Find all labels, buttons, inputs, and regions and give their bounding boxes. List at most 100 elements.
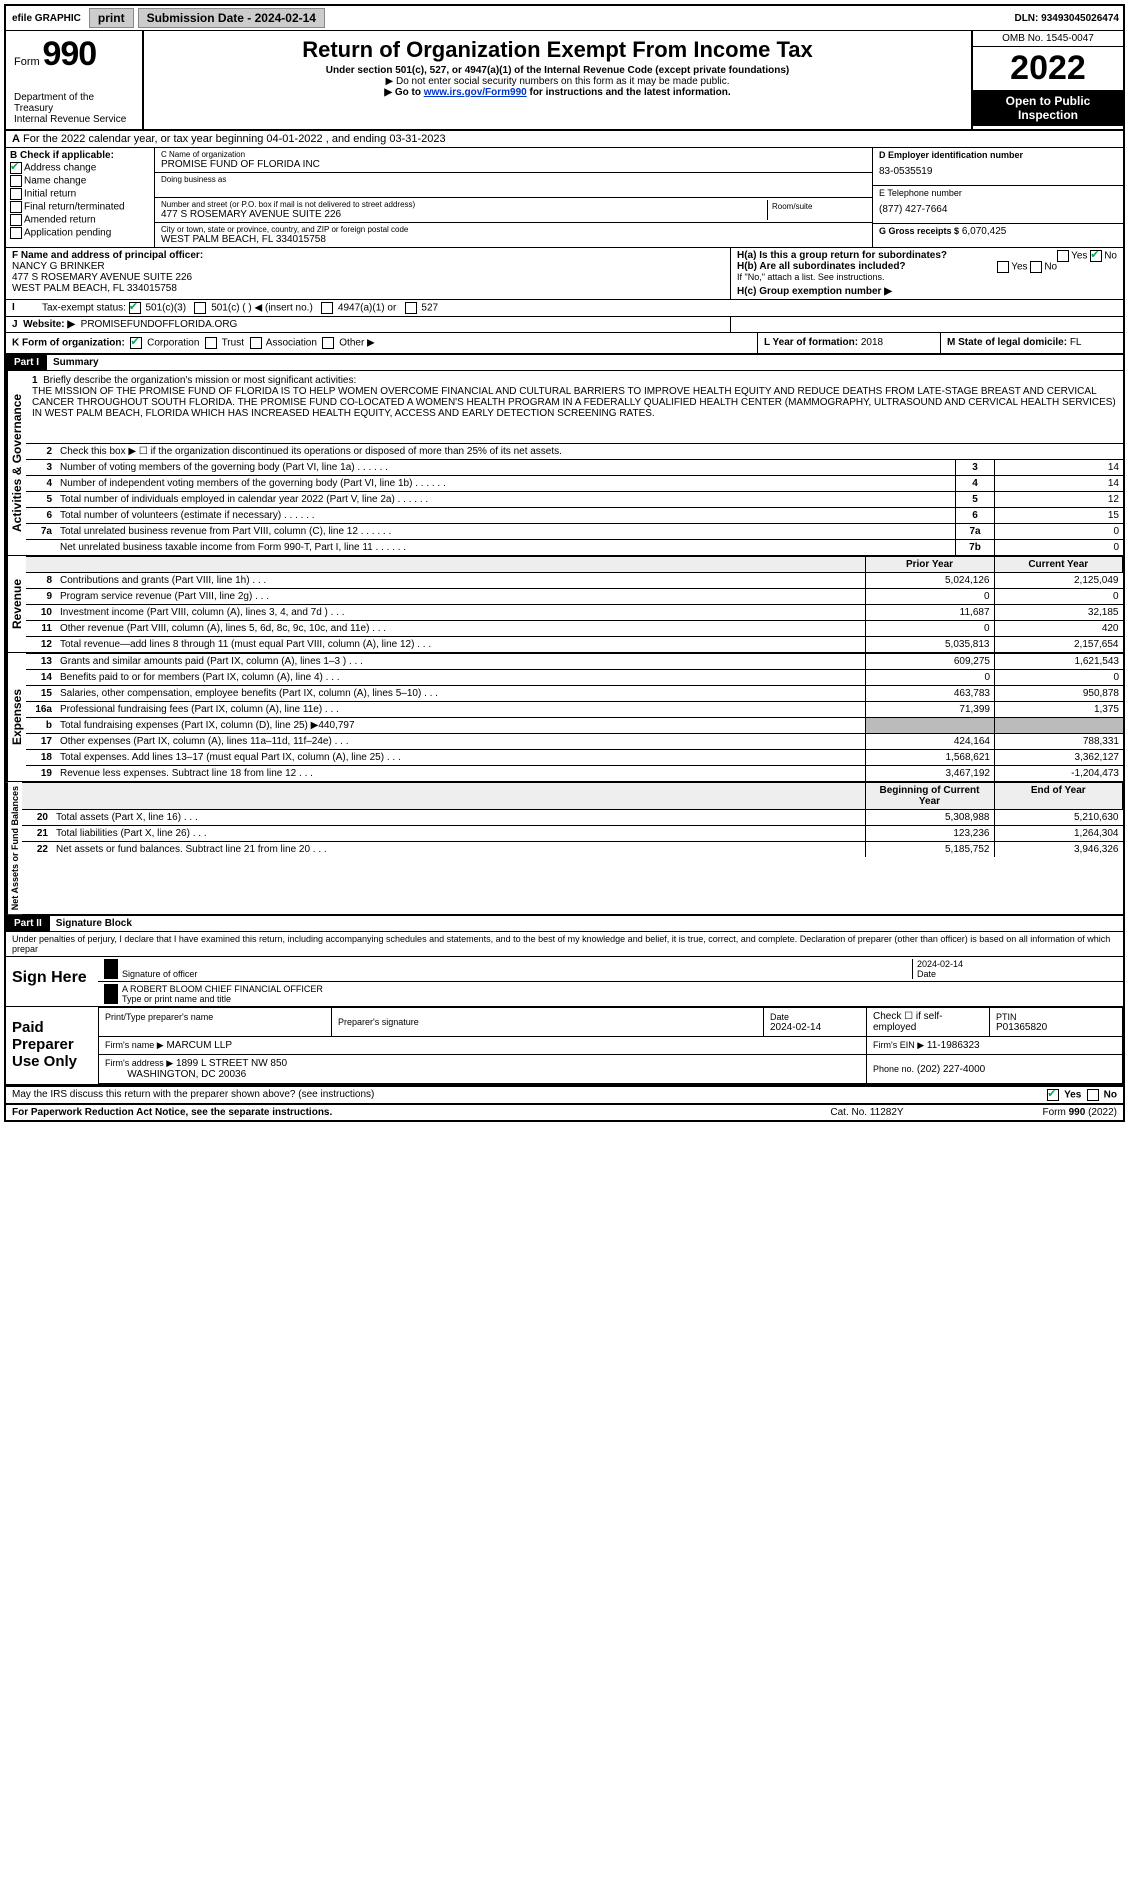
part1-title: Summary	[47, 355, 105, 370]
table-row: 8Contributions and grants (Part VIII, li…	[26, 573, 1123, 589]
checkbox-icon[interactable]	[322, 337, 334, 349]
cb-name-change[interactable]: Name change	[10, 175, 150, 187]
tel-value: (877) 427-7664	[879, 198, 1117, 221]
submission-date-button[interactable]: Submission Date - 2024-02-14	[138, 8, 325, 28]
ein-cell: D Employer identification number 83-0535…	[873, 148, 1123, 186]
state-domicile-label: M State of legal domicile:	[947, 337, 1067, 348]
officer-label: F Name and address of principal officer:	[12, 250, 724, 261]
efile-topbar: efile GRAPHIC print Submission Date - 20…	[6, 6, 1123, 31]
sign-cells: Signature of officer 2024-02-14 Date A R…	[98, 957, 1123, 1006]
side-label-revenue: Revenue	[6, 556, 26, 652]
street-cell: Number and street (or P.O. box if mail i…	[155, 198, 872, 223]
checkbox-icon	[10, 227, 22, 239]
title-column: Return of Organization Exempt From Incom…	[144, 31, 971, 129]
checkbox-icon[interactable]	[205, 337, 217, 349]
cb-amended-return[interactable]: Amended return	[10, 214, 150, 226]
table-row: 21Total liabilities (Part X, line 26) . …	[22, 826, 1123, 842]
checkbox-icon[interactable]	[321, 302, 333, 314]
officer-addr2: WEST PALM BEACH, FL 334015758	[12, 283, 724, 294]
gross-receipts-cell: G Gross receipts $ 6,070,425	[873, 224, 1123, 239]
checkbox-icon[interactable]	[1090, 250, 1102, 262]
tax-exempt-label: Tax-exempt status:	[42, 303, 126, 314]
table-row: 9Program service revenue (Part VIII, lin…	[26, 589, 1123, 605]
room-label: Room/suite	[772, 202, 862, 211]
cb-initial-return[interactable]: Initial return	[10, 188, 150, 200]
cb-final-return[interactable]: Final return/terminated	[10, 201, 150, 213]
prior-year-hdr: Prior Year	[865, 557, 994, 573]
officer-name: NANCY G BRINKER	[12, 261, 724, 272]
signature-line: Signature of officer 2024-02-14 Date	[98, 957, 1123, 982]
form-org-label: K Form of organization:	[12, 338, 125, 349]
revenue-block: Revenue Prior YearCurrent Year 8Contribu…	[6, 556, 1123, 653]
tel-label: E Telephone number	[879, 188, 1117, 198]
checkbox-icon[interactable]	[1057, 250, 1069, 262]
mission-block: 1 Briefly describe the organization's mi…	[26, 371, 1123, 443]
activities-governance-block: Activities & Governance 1 Briefly descri…	[6, 371, 1123, 556]
hb-question: H(b) Are all subordinates included? Yes …	[737, 261, 1117, 272]
street-label: Number and street (or P.O. box if mail i…	[161, 200, 767, 209]
city-cell: City or town, state or province, country…	[155, 223, 872, 247]
sub3-post: for instructions and the latest informat…	[527, 87, 731, 98]
net-assets-table: Beginning of Current YearEnd of Year 20T…	[22, 782, 1123, 857]
table-row: 3Number of voting members of the governi…	[26, 460, 1123, 476]
checkbox-icon[interactable]	[129, 302, 141, 314]
hc-question: H(c) Group exemption number ▶	[737, 286, 1117, 297]
table-row: 7aTotal unrelated business revenue from …	[26, 524, 1123, 540]
form-title: Return of Organization Exempt From Incom…	[150, 37, 965, 63]
checkbox-icon	[10, 175, 22, 187]
prep-name-hdr: Print/Type preparer's name	[105, 1012, 325, 1022]
table-row: 16aProfessional fundraising fees (Part I…	[26, 702, 1123, 718]
current-year-hdr: Current Year	[994, 557, 1123, 573]
form-number-block: Form 990 Department of the Treasury Inte…	[6, 31, 144, 129]
firm-addr-label: Firm's address ▶	[105, 1058, 173, 1068]
checkbox-icon[interactable]	[194, 302, 206, 314]
checkbox-icon[interactable]	[1047, 1089, 1059, 1101]
discuss-row: May the IRS discuss this return with the…	[6, 1086, 1123, 1103]
table-row: 18Total expenses. Add lines 13–17 (must …	[26, 750, 1123, 766]
form990-link[interactable]: www.irs.gov/Form990	[424, 87, 527, 98]
cb-application-pending[interactable]: Application pending	[10, 227, 150, 239]
firm-addr2: WASHINGTON, DC 20036	[127, 1069, 246, 1080]
checkbox-icon[interactable]	[405, 302, 417, 314]
cb-address-change[interactable]: Address change	[10, 162, 150, 174]
ptin-hdr: PTIN	[996, 1012, 1116, 1022]
officer-addr1: 477 S ROSEMARY AVENUE SUITE 226	[12, 272, 724, 283]
tax-year-range: For the 2022 calendar year, or tax year …	[23, 133, 446, 145]
checkbox-icon	[10, 214, 22, 226]
signature-of-officer-label: Signature of officer	[122, 969, 912, 979]
column-d-ein: D Employer identification number 83-0535…	[872, 148, 1123, 247]
table-row: 22Net assets or fund balances. Subtract …	[22, 842, 1123, 858]
ein-value: 83-0535519	[879, 160, 1117, 183]
table-row: 10Investment income (Part VIII, column (…	[26, 605, 1123, 621]
dln-label: DLN: 93493045026474	[1014, 13, 1119, 24]
irs-label: Internal Revenue Service	[14, 114, 134, 125]
print-name-label: Type or print name and title	[122, 994, 1117, 1004]
sign-here-label: Sign Here	[6, 957, 98, 1006]
telephone-cell: E Telephone number (877) 427-7664	[873, 186, 1123, 224]
preparer-table: Print/Type preparer's name Preparer's si…	[98, 1007, 1123, 1084]
prep-date: 2024-02-14	[770, 1022, 860, 1033]
part1-header-row: Part I Summary	[6, 355, 1123, 371]
checkbox-icon[interactable]	[130, 337, 142, 349]
checkbox-icon[interactable]	[1030, 261, 1042, 273]
sign-here-row: Sign Here Signature of officer 2024-02-1…	[6, 957, 1123, 1007]
print-name-line: A ROBERT BLOOM CHIEF FINANCIAL OFFICER T…	[98, 982, 1123, 1006]
phone-label: Phone no.	[873, 1064, 914, 1074]
checkbox-icon	[10, 188, 22, 200]
sign-date-label: Date	[917, 969, 1117, 979]
print-button[interactable]: print	[89, 8, 134, 28]
firm-name-label: Firm's name ▶	[105, 1040, 164, 1050]
table-row: 12Total revenue—add lines 8 through 11 (…	[26, 637, 1123, 653]
row-j-website: J Website: ▶ PROMISEFUNDOFFLORIDA.ORG	[6, 317, 1123, 333]
checkbox-icon[interactable]	[1087, 1089, 1099, 1101]
gross-value: 6,070,425	[962, 226, 1007, 237]
checkbox-icon[interactable]	[250, 337, 262, 349]
net-assets-block: Net Assets or Fund Balances Beginning of…	[6, 782, 1123, 916]
footer-row: For Paperwork Reduction Act Notice, see …	[6, 1103, 1123, 1120]
checkbox-icon[interactable]	[997, 261, 1009, 273]
form-footer: Form 990 (2022)	[967, 1107, 1117, 1118]
phone-value: (202) 227-4000	[917, 1064, 985, 1075]
arrow-icon	[104, 959, 118, 979]
expenses-table: 13Grants and similar amounts paid (Part …	[26, 653, 1123, 781]
box-b-title: B Check if applicable:	[10, 150, 150, 161]
